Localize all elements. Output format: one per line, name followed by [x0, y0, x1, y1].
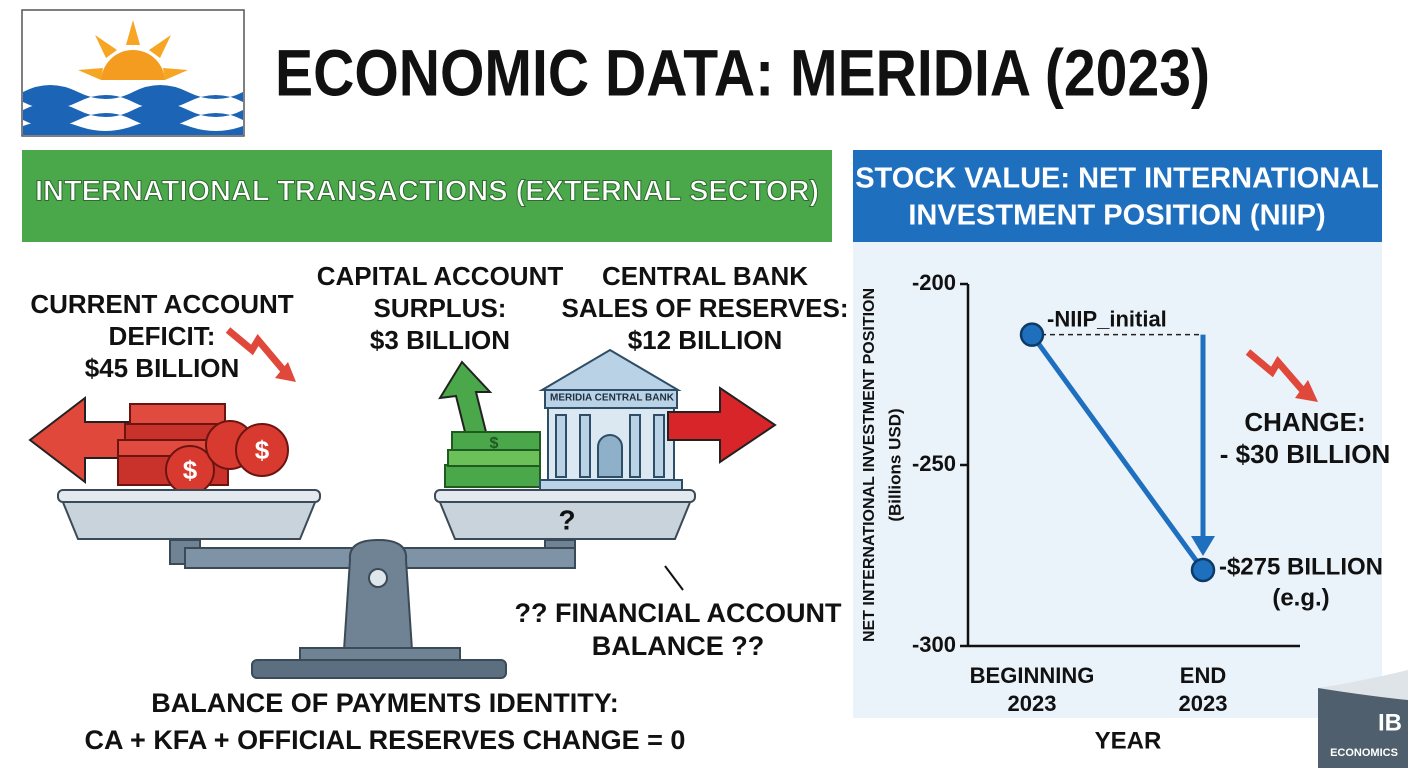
- capital-account-label: SURPLUS:: [374, 293, 507, 323]
- decline-arrowhead: [1295, 380, 1318, 402]
- capital-account-label: CAPITAL ACCOUNT: [317, 261, 564, 291]
- x-tick-label: BEGINNING: [970, 663, 1095, 688]
- scale-illustration: $ $ $: [28, 327, 777, 679]
- reserves-label: SALES OF RESERVES:: [561, 293, 848, 323]
- page-title: ECONOMIC DATA: MERIDIA (2023): [275, 35, 1210, 109]
- decline-arrow: [1245, 349, 1307, 395]
- series-line: [1029, 333, 1206, 572]
- svg-text:$: $: [255, 435, 270, 465]
- capital-account-label: $3 BILLION: [370, 325, 510, 355]
- bop-identity: CA + KFA + OFFICIAL RESERVES CHANGE = 0: [85, 725, 686, 755]
- change-label: - $30 BILLION: [1220, 439, 1390, 469]
- left-title: INTERNATIONAL TRANSACTIONS (EXTERNAL SEC…: [35, 176, 819, 208]
- y-axis-title: (Billions USD): [885, 408, 904, 521]
- y-tick-label: -250: [912, 451, 956, 476]
- end-label: -$275 BILLION: [1219, 553, 1383, 580]
- x-tick-label: END: [1180, 663, 1226, 688]
- chart-title: STOCK VALUE: NET INTERNATIONAL: [855, 163, 1379, 195]
- reserves-label: CENTRAL BANK: [602, 261, 808, 291]
- right-header: [853, 150, 1382, 242]
- bop-identity: BALANCE OF PAYMENTS IDENTITY:: [151, 688, 619, 718]
- y-tick-label: -300: [912, 632, 956, 657]
- x-axis-title: YEAR: [1095, 727, 1162, 754]
- financial-account-label: BALANCE ??: [592, 631, 764, 661]
- x-tick-label: 2023: [1179, 691, 1228, 716]
- financial-account-label: ?? FINANCIAL ACCOUNT: [515, 598, 842, 628]
- svg-text:$: $: [183, 455, 198, 485]
- data-point: [1019, 322, 1045, 347]
- data-point: [1190, 557, 1216, 583]
- svg-text:$: $: [490, 435, 499, 452]
- reserves-label: $12 BILLION: [628, 325, 783, 355]
- y-axis-title: NET INTERNATIONAL INVESTMENT POSITION: [861, 288, 878, 642]
- current-account-label: $45 BILLION: [85, 353, 240, 383]
- y-tick-label: -200: [912, 270, 956, 295]
- left-header: [22, 150, 832, 242]
- current-account-label: DEFICIT:: [109, 321, 216, 351]
- badge-ib: IB: [1378, 709, 1402, 736]
- chart-title: INVESTMENT POSITION (NIIP): [908, 200, 1325, 232]
- bank-label: MERIDIA CENTRAL BANK: [550, 393, 675, 404]
- current-account-label: CURRENT ACCOUNT: [30, 289, 293, 319]
- badge-economics: ECONOMICS: [1330, 747, 1398, 759]
- change-label: CHANGE:: [1244, 407, 1365, 437]
- x-tick-label: 2023: [1008, 691, 1057, 716]
- change-arrowhead: [1191, 535, 1215, 556]
- chart-background: [853, 242, 1382, 718]
- start-label: -NIIP_initial: [1047, 306, 1167, 331]
- question-mark: ?: [558, 504, 575, 535]
- logo: [21, 9, 245, 137]
- badge: [1318, 670, 1408, 768]
- end-label: (e.g.): [1272, 584, 1329, 611]
